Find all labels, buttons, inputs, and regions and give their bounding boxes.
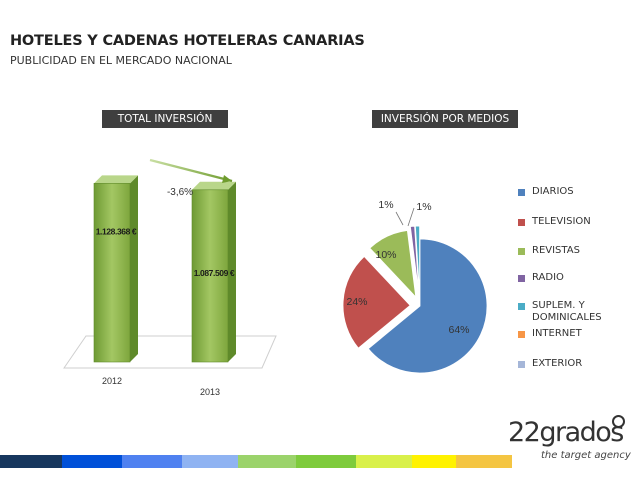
bar-top — [94, 175, 138, 184]
bar-category-label: 2012 — [102, 376, 122, 386]
legend-label: SUPLEM. Y DOMINICALES — [532, 300, 602, 323]
legend-swatch — [518, 331, 525, 338]
page-title: HOTELES Y CADENAS HOTELERAS CANARIAS — [10, 33, 365, 49]
legend-item: DIARIOS — [518, 186, 574, 198]
bar-value-label: 1.128.368 € — [96, 226, 137, 236]
legend-label: RADIO — [532, 272, 564, 283]
trend-arrow-line — [149, 158, 233, 183]
stripe-segment — [0, 455, 62, 468]
pie-percent-label: 1% — [416, 201, 431, 213]
bar-2012 — [93, 183, 131, 363]
legend-item: SUPLEM. Y DOMINICALES — [518, 300, 612, 324]
page-subtitle: PUBLICIDAD EN EL MERCADO NACIONAL — [10, 54, 232, 67]
stripe-segment — [356, 455, 412, 468]
bar-category-label: 2013 — [200, 387, 220, 397]
stripe-segment — [182, 455, 238, 468]
stripe-segment — [296, 455, 356, 468]
legend-item: REVISTAS — [518, 245, 580, 257]
legend-swatch — [518, 361, 525, 368]
media-investment-label: INVERSIÓN POR MEDIOS — [372, 110, 518, 128]
trend-arrow-head — [222, 175, 232, 183]
pie-percent-label: 24% — [346, 296, 367, 308]
pie-leader-line — [407, 207, 415, 227]
legend-swatch — [518, 275, 525, 282]
legend-item: INTERNET — [518, 328, 582, 340]
stripe-segment — [456, 455, 512, 468]
bar-2013 — [191, 189, 229, 363]
pie-slice-radio — [409, 225, 420, 294]
legend-label: DIARIOS — [532, 186, 574, 197]
change-annotation: -3,6% — [167, 187, 193, 198]
stripe-segment — [512, 455, 638, 468]
stripe-segment — [412, 455, 456, 468]
legend-item: EXTERIOR — [518, 358, 582, 370]
legend-swatch — [518, 248, 525, 255]
pie-percent-label: 10% — [375, 249, 396, 261]
legend-item: TELEVISION — [518, 216, 591, 228]
pie-percent-label: 1% — [378, 199, 393, 211]
bar-side — [228, 181, 236, 362]
brand-tagline: the target agency — [541, 450, 631, 461]
legend-swatch — [518, 303, 525, 310]
pie-percent-label: 64% — [448, 324, 469, 336]
pie-slice-diarios — [367, 238, 488, 374]
pie-slice-television — [342, 255, 411, 349]
color-stripe — [0, 455, 638, 468]
bar-side — [130, 175, 138, 362]
legend-item: RADIO — [518, 272, 564, 284]
pie-slice-suplem-y-dominicales — [414, 225, 420, 294]
logo-degree-icon — [612, 415, 625, 428]
total-investment-label: TOTAL INVERSIÓN — [102, 110, 228, 128]
legend-label: EXTERIOR — [532, 358, 583, 369]
bar-top — [192, 181, 236, 190]
stripe-segment — [238, 455, 296, 468]
stripe-segment — [62, 455, 122, 468]
stripe-segment — [122, 455, 182, 468]
legend-swatch — [518, 219, 525, 226]
pie-slice-revistas — [369, 230, 417, 299]
pie-leader-line — [395, 211, 404, 226]
bar-value-label: 1.087.509 € — [194, 268, 235, 278]
legend-label: REVISTAS — [532, 245, 580, 256]
brand-logo: 22grados — [508, 417, 624, 448]
legend-swatch — [518, 189, 525, 196]
legend-label: TELEVISION — [532, 216, 591, 227]
legend-label: INTERNET — [532, 328, 582, 339]
